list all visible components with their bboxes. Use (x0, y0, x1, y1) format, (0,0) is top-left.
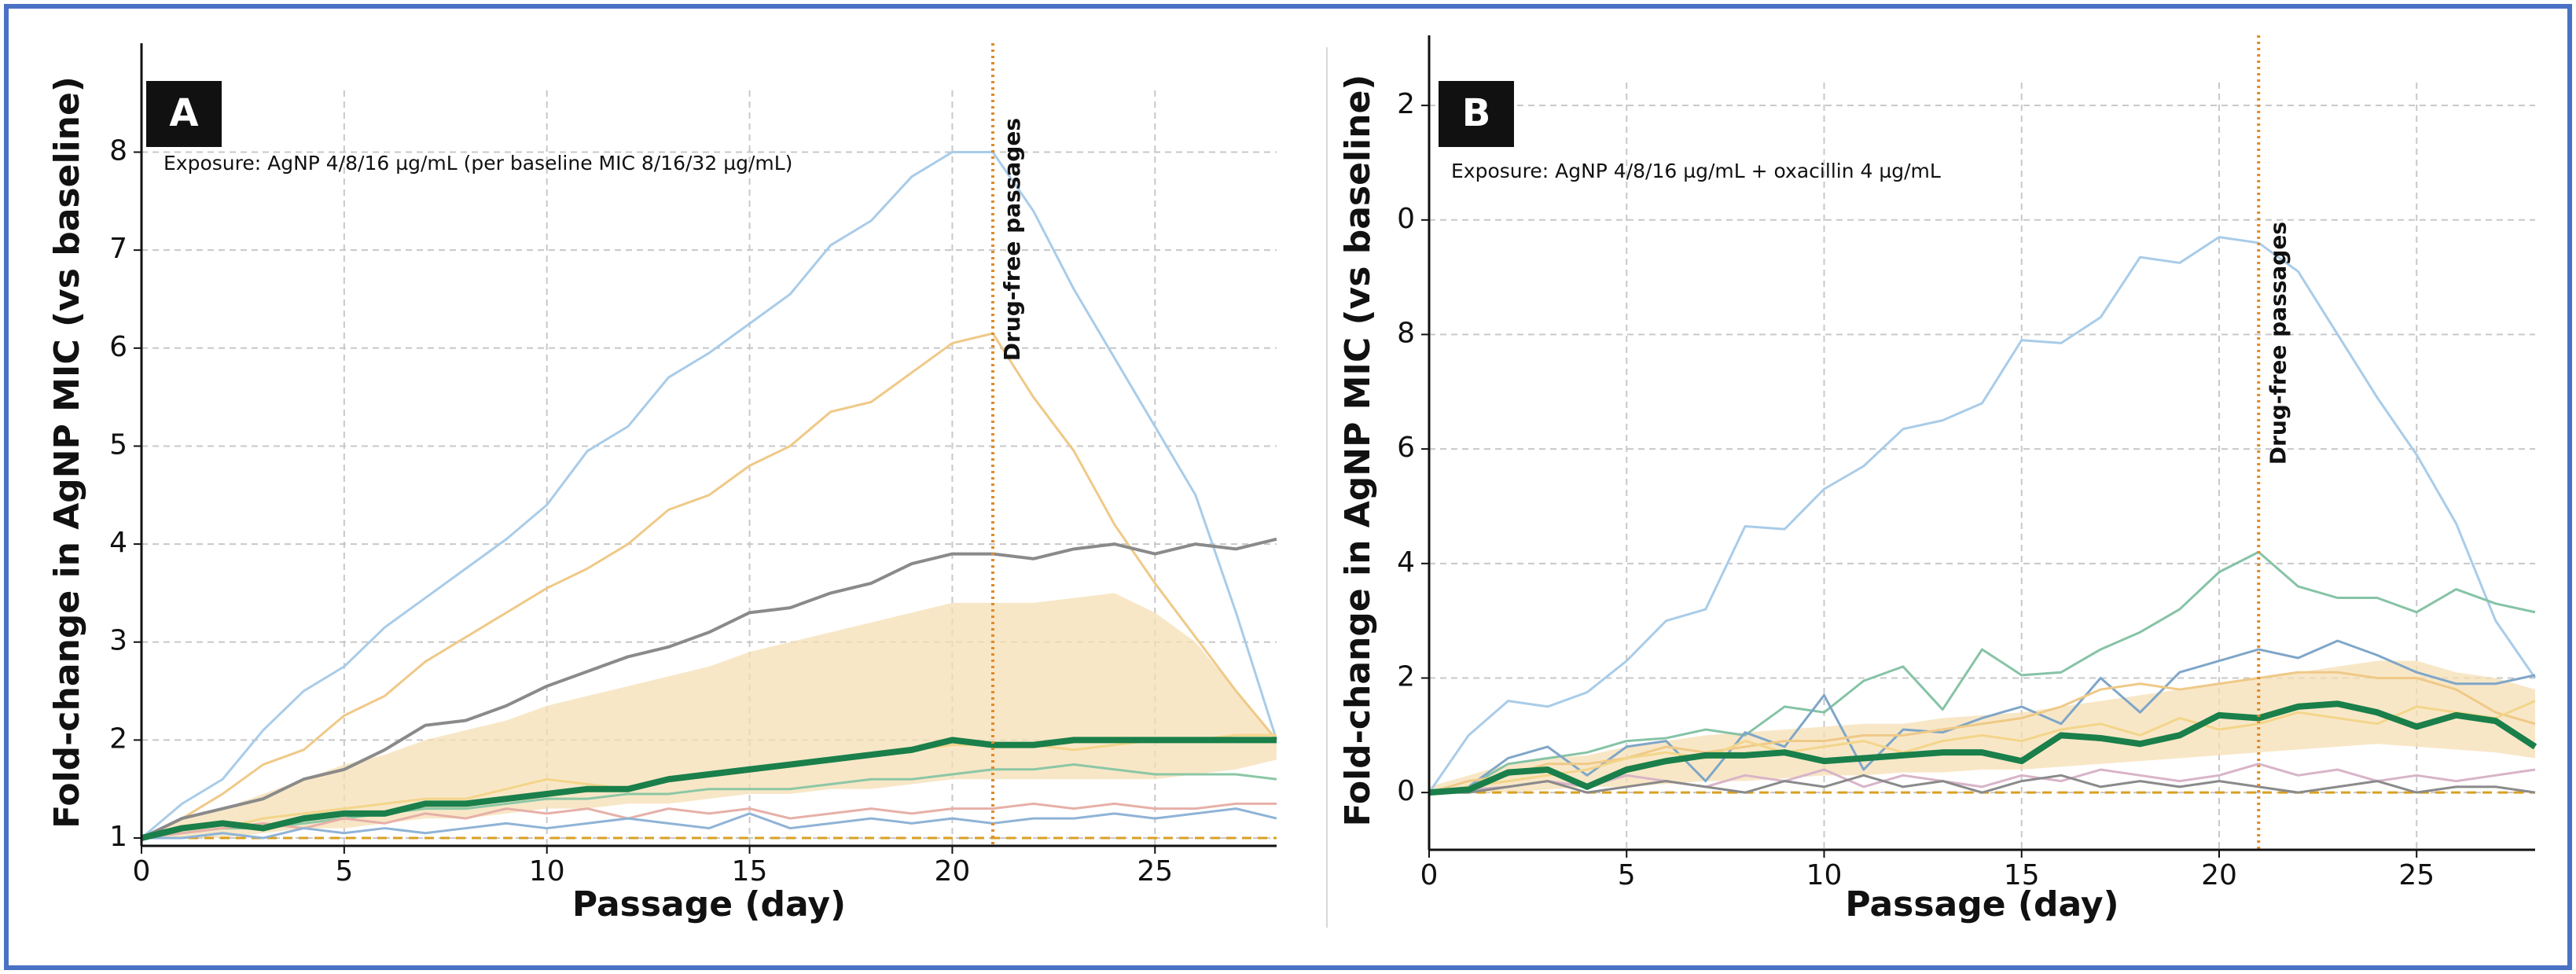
x-tick-label: 20 (935, 855, 971, 888)
y-tick-label: 0 (1397, 203, 1415, 235)
y-tick-label: 7 (109, 233, 127, 265)
panel-label: A (169, 91, 198, 135)
series-line (141, 802, 1277, 840)
y-tick-label: 4 (1397, 546, 1415, 579)
x-axis-label: Passage (day) (1845, 884, 2118, 924)
series-line (1428, 639, 2536, 794)
x-tick-label: 5 (1618, 859, 1636, 891)
x-tick-label: 0 (133, 855, 151, 888)
x-axis-label: Passage (day) (572, 884, 846, 924)
series-line (141, 737, 1277, 841)
range-band (1429, 660, 2535, 793)
x-tick-label: 25 (2398, 859, 2435, 891)
y-tick-label: 6 (109, 331, 127, 363)
y-tick-label: 8 (1397, 317, 1415, 349)
y-tick-label: 5 (109, 428, 127, 461)
series-line (1428, 671, 2536, 794)
series-line (1428, 700, 2536, 794)
annotation: Exposure: AgNP 4/8/16 µg/mL + oxacillin … (1451, 160, 1941, 182)
y-axis-label: Fold-change in AgNP MIC (vs baseline) (47, 76, 87, 829)
panel-label: B (1462, 91, 1491, 135)
x-tick-label: 15 (2004, 859, 2040, 891)
y-axis-label: Fold-change in AgNP MIC (vs baseline) (1338, 75, 1378, 827)
y-tick-label: 2 (1397, 660, 1415, 693)
x-tick-label: 10 (1806, 859, 1843, 891)
series-line (141, 537, 1277, 840)
y-tick-label: 1 (109, 821, 127, 853)
y-tick-label: 2 (1397, 88, 1415, 120)
y-tick-label: 6 (1397, 432, 1415, 464)
x-tick-label: 20 (2201, 859, 2237, 891)
y-tick-label: 4 (109, 527, 127, 559)
x-tick-label: 0 (1420, 859, 1439, 891)
series-line (1429, 774, 2536, 794)
series-line (141, 151, 1278, 840)
x-tick-label: 5 (335, 855, 353, 888)
series-line (141, 332, 1278, 840)
frame (4, 4, 2572, 970)
x-tick-label: 15 (732, 855, 768, 888)
y-tick-label: 8 (109, 135, 127, 167)
series-line (141, 807, 1277, 840)
series-line (1428, 763, 2536, 794)
x-tick-label: 10 (529, 855, 565, 888)
y-tick-label: 2 (109, 722, 127, 755)
series-line (141, 763, 1277, 840)
panel-label-box (1439, 81, 1514, 147)
drug-free-label: Drug-free passages (999, 118, 1025, 361)
series-line (1428, 550, 2536, 794)
series-line (1428, 236, 2537, 794)
y-tick-label: 0 (1397, 775, 1415, 807)
series-line (1428, 700, 2537, 796)
annotation: Exposure: AgNP 4/8/16 µg/mL (per baselin… (164, 152, 792, 175)
y-tick-label: 3 (109, 625, 127, 657)
drug-free-label: Drug-free passages (2265, 222, 2291, 465)
panel-label-box (146, 81, 222, 147)
x-tick-label: 25 (1137, 855, 1173, 888)
